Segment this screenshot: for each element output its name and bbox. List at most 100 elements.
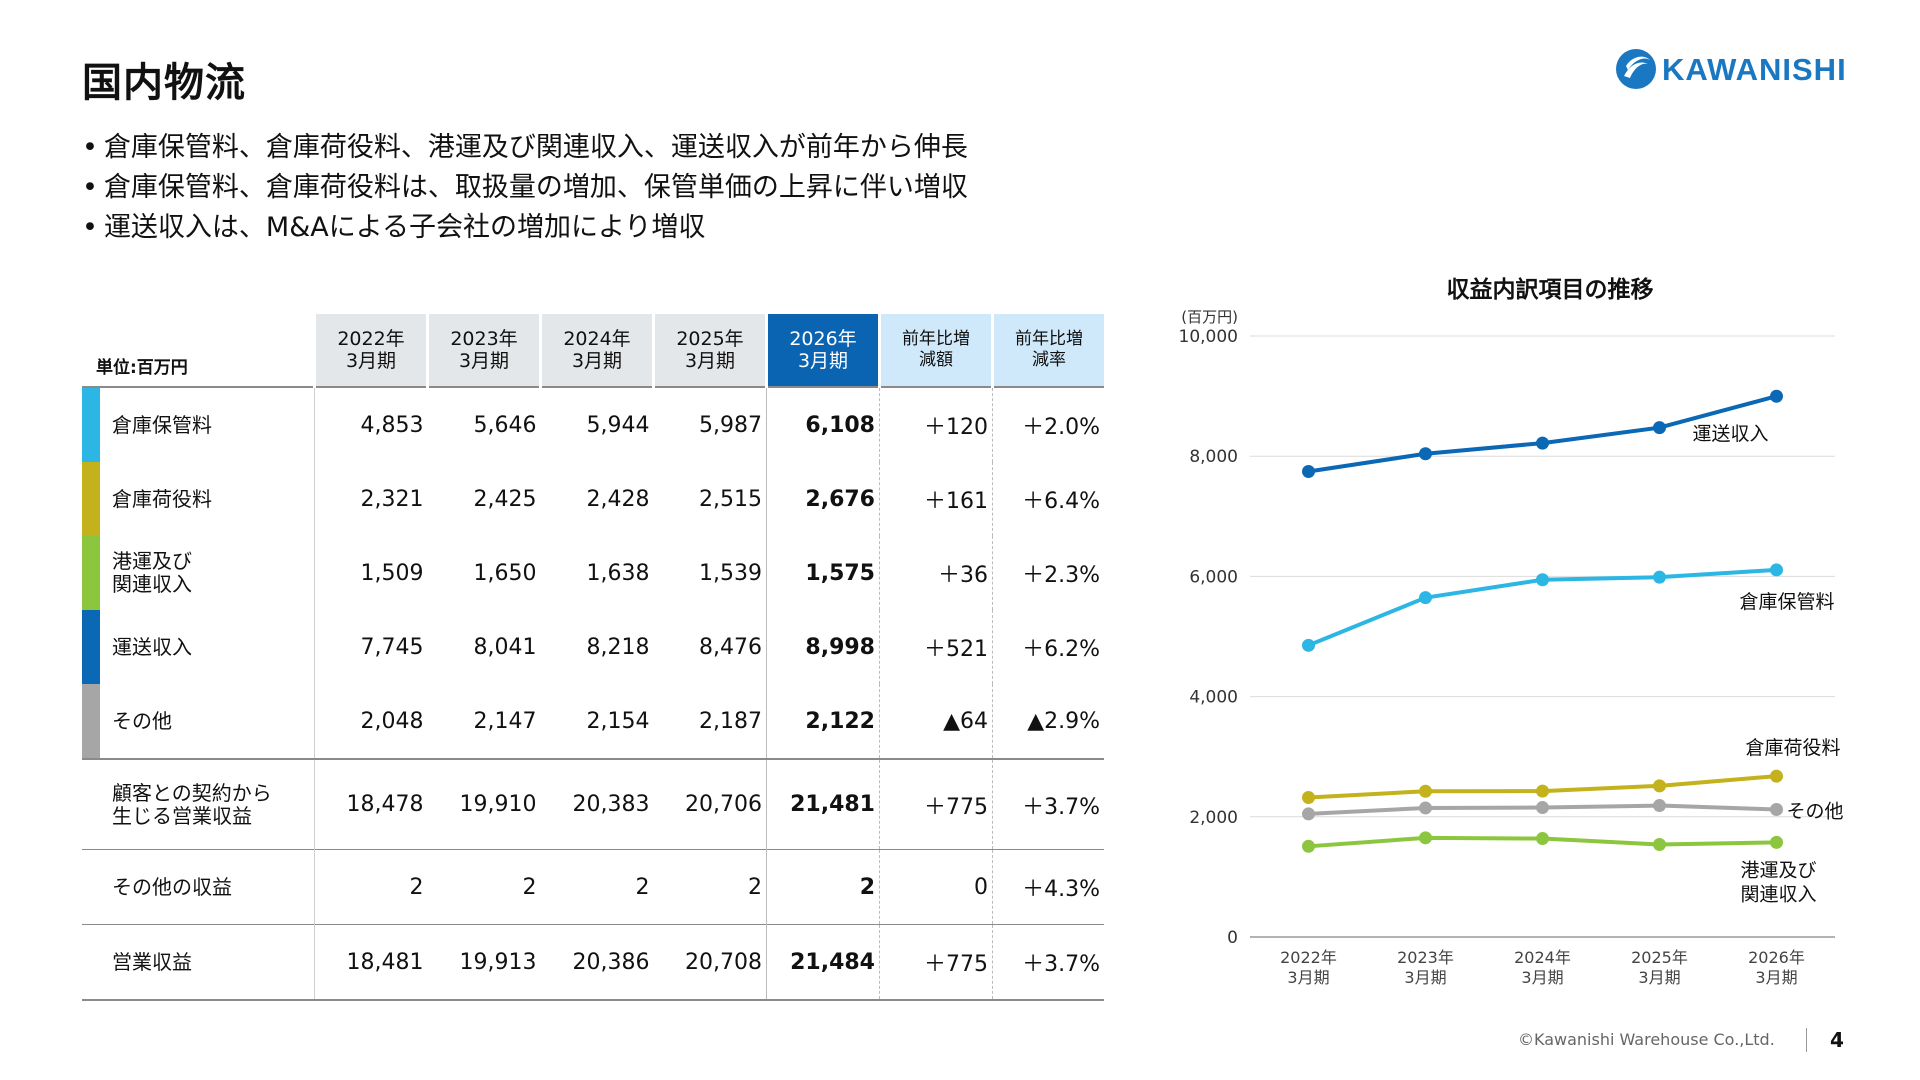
year-header-line1: 2023年 — [450, 328, 518, 350]
bullet-item: 倉庫保管料、倉庫荷役料は、取扱量の増加、保管単価の上昇に伴い増収 — [82, 168, 968, 208]
x-tick-label: 2026年 — [1748, 948, 1805, 967]
y-tick-label: 2,000 — [1189, 808, 1238, 828]
data-point — [1419, 447, 1432, 461]
revenue-table: 単位:百万円 2022年 3月期 2023年 3月期 2024年 3月期 2025年 3… — [82, 314, 1104, 1001]
bullet-item: 運送収入は、M&Aによる子会社の増加により増収 — [82, 208, 968, 248]
table-cell: 1,509 — [360, 560, 424, 586]
year-header-line1: 2024年 — [563, 328, 631, 350]
year-header-line2: 3月期 — [571, 350, 623, 372]
bullet-item: 倉庫保管料、倉庫荷役料、港運及び関連収入、運送収入が前年から伸長 — [82, 128, 968, 168]
company-logo: KAWANISHI — [1616, 49, 1847, 89]
logo-text: KAWANISHI — [1662, 52, 1847, 87]
data-point — [1770, 389, 1783, 403]
table-cell: 7,745 — [360, 634, 424, 660]
data-point — [1653, 838, 1666, 852]
total-row: 営業収益 18,481 19,913 20,386 20,708 21,484 … — [82, 924, 1104, 1001]
data-point — [1302, 638, 1315, 652]
table-cell-current: 2 — [766, 849, 880, 925]
table-cell: 2,321 — [360, 486, 424, 512]
table-cell: 1,539 — [699, 560, 762, 586]
table-cell: 20,383 — [540, 758, 654, 850]
table-cell-rate: ＋3.7% — [992, 924, 1104, 1001]
table-cell: 20,708 — [653, 924, 767, 1001]
table-cell: 2 — [427, 849, 541, 925]
table-cell-rate: ▲2.9% — [1027, 708, 1100, 734]
table-row: 港運及び 関連収入 1,509 1,650 1,638 1,539 1,575 ＋… — [82, 536, 1104, 610]
series-label: 倉庫保管料 — [1739, 591, 1834, 613]
x-tick-label: 2025年 — [1631, 948, 1688, 967]
category-color-bar — [82, 684, 100, 758]
row-label: 運送収入 — [82, 610, 315, 684]
line-chart: 02,0004,0006,0008,00010,000(百万円)2022年3月期… — [1179, 308, 1844, 987]
row-label-text: 港運及び — [112, 549, 192, 573]
data-point — [1302, 839, 1315, 853]
row-label-text: 顧客との契約から — [112, 780, 272, 805]
data-point — [1653, 779, 1666, 793]
table-cell-diff: 0 — [879, 849, 993, 925]
data-point — [1536, 801, 1549, 815]
data-point — [1302, 465, 1315, 479]
data-point — [1536, 832, 1549, 846]
rate-header-line2: 減率 — [1032, 350, 1066, 370]
table-cell: 20,706 — [653, 758, 767, 850]
row-label-text: 倉庫荷役料 — [112, 486, 212, 511]
table-cell: 18,481 — [314, 924, 428, 1001]
row-label: 倉庫荷役料 — [82, 462, 315, 536]
table-cell-current: 6,108 — [766, 387, 880, 462]
table-cell: 5,987 — [699, 412, 762, 438]
x-tick-label: 3月期 — [1521, 968, 1563, 987]
table-cell-diff: ＋775 — [879, 924, 993, 1001]
table-cell: 8,476 — [699, 634, 762, 660]
year-header-line2: 3月期 — [458, 350, 510, 372]
row-label-text: その他の収益 — [112, 874, 232, 899]
table-cell-rate: ＋3.7% — [992, 758, 1104, 850]
copyright: ©Kawanishi Warehouse Co.,Ltd. — [1518, 1030, 1775, 1049]
year-header: 2023年 3月期 — [426, 314, 541, 388]
row-label: その他 — [82, 684, 315, 759]
x-tick-label: 2024年 — [1514, 948, 1571, 967]
row-label: 顧客との契約から 生じる営業収益 — [82, 758, 315, 850]
table-cell: 2,515 — [699, 486, 762, 512]
data-point — [1419, 784, 1432, 798]
other-income-row: その他の収益 2 2 2 2 2 0 ＋4.3% — [82, 849, 1104, 925]
table-cell-current: 2,676 — [766, 462, 880, 536]
data-point — [1419, 591, 1432, 605]
table-cell: 4,853 — [360, 412, 424, 438]
year-header: 2022年 3月期 — [313, 314, 428, 388]
table-row: その他 2,048 2,147 2,154 2,187 2,122 ▲64 ▲2… — [82, 684, 1104, 759]
row-label-text-2: 関連収入 — [112, 572, 192, 596]
category-color-bar — [82, 536, 100, 610]
row-label-text: 営業収益 — [112, 949, 192, 974]
row-label: その他の収益 — [82, 849, 315, 925]
diff-header-line2: 減額 — [919, 350, 953, 370]
table-cell: 2 — [314, 849, 428, 925]
row-label: 倉庫保管料 — [82, 387, 315, 462]
x-tick-label: 3月期 — [1287, 968, 1329, 987]
data-point — [1536, 573, 1549, 587]
year-header-line1: 2026年 — [789, 328, 857, 350]
series-label: その他 — [1787, 800, 1844, 822]
y-tick-label: 0 — [1227, 928, 1238, 948]
table-cell: 2,428 — [586, 486, 650, 512]
table-cell-current: 2,122 — [766, 684, 880, 759]
data-point — [1770, 802, 1783, 816]
table-cell: 8,218 — [586, 634, 650, 660]
table-cell: 8,041 — [473, 634, 537, 660]
series-label: 倉庫荷役料 — [1745, 737, 1840, 759]
table-cell-current: 21,481 — [766, 758, 880, 850]
data-point — [1770, 769, 1783, 783]
table-cell-rate: ＋6.4% — [1022, 489, 1100, 514]
table-cell: 19,913 — [427, 924, 541, 1001]
diff-header-line1: 前年比増 — [902, 329, 970, 349]
data-point — [1302, 791, 1315, 805]
y-tick-label: 8,000 — [1189, 447, 1238, 467]
table-cell: 2,425 — [473, 486, 537, 512]
data-point — [1536, 784, 1549, 798]
data-point — [1302, 807, 1315, 821]
series-label: 関連収入 — [1740, 883, 1816, 905]
row-label: 営業収益 — [82, 924, 315, 1001]
table-row: 倉庫荷役料 2,321 2,425 2,428 2,515 2,676 ＋161… — [82, 462, 1104, 536]
table-cell: 2,187 — [699, 708, 762, 734]
table-cell: 2,048 — [360, 708, 424, 734]
table-cell-rate: ＋4.3% — [992, 849, 1104, 925]
